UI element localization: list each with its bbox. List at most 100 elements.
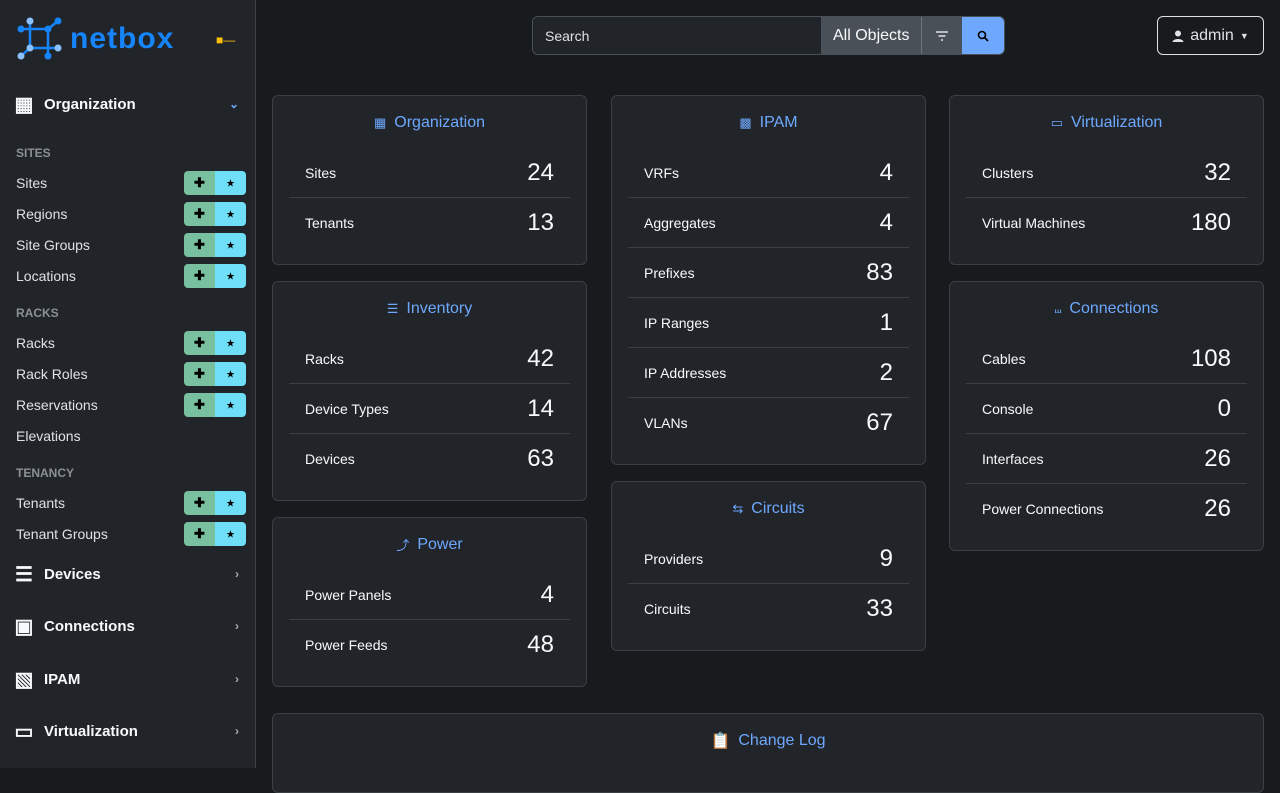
user-menu-button[interactable]: admin ▼ bbox=[1157, 16, 1264, 55]
card-list: Clusters 32 Virtual Machines 180 bbox=[966, 148, 1247, 248]
sidebar-section-organization[interactable]: ▦ Organization ⌄ bbox=[14, 93, 239, 116]
list-item[interactable]: Power Panels 4 bbox=[289, 570, 570, 620]
card-title[interactable]: IPAM bbox=[759, 113, 798, 131]
item-count: 14 bbox=[527, 394, 554, 422]
list-item[interactable]: Cables 108 bbox=[966, 334, 1247, 384]
search-bar: All Objects bbox=[532, 16, 1006, 55]
import-button[interactable]: ⭑ bbox=[215, 202, 246, 226]
card-title[interactable]: Circuits bbox=[751, 499, 805, 517]
list-item[interactable]: VRFs 4 bbox=[628, 148, 909, 198]
item-label: IP Addresses bbox=[644, 364, 727, 381]
add-button[interactable]: ✚ bbox=[184, 171, 215, 195]
item-label: Providers bbox=[644, 550, 704, 567]
item-label: Device Types bbox=[305, 400, 389, 417]
add-button[interactable]: ✚ bbox=[184, 522, 215, 546]
search-input[interactable] bbox=[533, 17, 821, 54]
list-item[interactable]: Sites 24 bbox=[289, 148, 570, 198]
list-item[interactable]: Providers 9 bbox=[628, 534, 909, 584]
item-label: Sites bbox=[305, 164, 337, 181]
sidebar-heading: RACKS bbox=[16, 306, 59, 320]
import-button[interactable]: ⭑ bbox=[215, 233, 246, 257]
list-item[interactable]: Devices 63 bbox=[289, 434, 570, 484]
card-title[interactable]: Organization bbox=[394, 113, 485, 131]
import-button[interactable]: ⭑ bbox=[215, 171, 246, 195]
filter-button[interactable] bbox=[922, 17, 963, 54]
list-item[interactable]: VLANs 67 bbox=[628, 398, 909, 448]
building-icon: ▦ bbox=[14, 93, 34, 116]
search-scope-select[interactable]: All Objects bbox=[821, 17, 923, 54]
card-title[interactable]: Inventory bbox=[406, 299, 473, 317]
list-item[interactable]: Tenants 13 bbox=[289, 198, 570, 248]
sidebar-item-reservations[interactable]: Reservations ✚ ⭑ bbox=[16, 393, 246, 417]
import-button[interactable]: ⭑ bbox=[215, 491, 246, 515]
list-item[interactable]: Aggregates 4 bbox=[628, 198, 909, 248]
list-item[interactable]: Interfaces 26 bbox=[966, 434, 1247, 484]
sidebar-item-elevations[interactable]: Elevations bbox=[16, 424, 246, 448]
changelog-card: 📋 Change Log bbox=[272, 713, 1264, 793]
list-item[interactable]: Racks 42 bbox=[289, 334, 570, 384]
sidebar-section-virtualization[interactable]: ▭ Virtualization › bbox=[14, 721, 239, 743]
sidebar-item-tenants[interactable]: Tenants ✚ ⭑ bbox=[16, 491, 246, 515]
card-title[interactable]: Power bbox=[417, 535, 463, 553]
sidebar-section-devices[interactable]: ☰ Devices › bbox=[14, 564, 239, 586]
card-list: Sites 24 Tenants 13 bbox=[289, 148, 570, 248]
sidebar-item-label: Elevations bbox=[16, 428, 81, 444]
add-button[interactable]: ✚ bbox=[184, 393, 215, 417]
sidebar-section-connections[interactable]: ▣ Connections › bbox=[14, 616, 239, 638]
sidebar-item-rack-roles[interactable]: Rack Roles ✚ ⭑ bbox=[16, 362, 246, 386]
list-item[interactable]: Virtual Machines 180 bbox=[966, 198, 1247, 248]
item-actions: ✚ ⭑ bbox=[184, 522, 246, 546]
sidebar-item-racks[interactable]: Racks ✚ ⭑ bbox=[16, 331, 246, 355]
sidebar-section-ipam[interactable]: ▧ IPAM › bbox=[14, 669, 239, 691]
import-button[interactable]: ⭑ bbox=[215, 264, 246, 288]
add-button[interactable]: ✚ bbox=[184, 331, 215, 355]
list-item[interactable]: Circuits 33 bbox=[628, 584, 909, 634]
sidebar-item-tenant-groups[interactable]: Tenant Groups ✚ ⭑ bbox=[16, 522, 246, 546]
list-item[interactable]: IP Addresses 2 bbox=[628, 348, 909, 398]
item-count: 1 bbox=[879, 308, 893, 336]
add-button[interactable]: ✚ bbox=[184, 264, 215, 288]
clipboard-clock-icon: 📋 bbox=[710, 733, 731, 750]
add-button[interactable]: ✚ bbox=[184, 491, 215, 515]
filter-icon bbox=[936, 30, 949, 41]
list-item[interactable]: Clusters 32 bbox=[966, 148, 1247, 198]
chevron-right-icon: › bbox=[235, 672, 239, 686]
section-label: Organization bbox=[44, 95, 136, 113]
add-button[interactable]: ✚ bbox=[184, 202, 215, 226]
search-icon bbox=[978, 30, 990, 42]
add-button[interactable]: ✚ bbox=[184, 233, 215, 257]
pin-icon[interactable]: ■— bbox=[216, 33, 236, 47]
list-item[interactable]: Console 0 bbox=[966, 384, 1247, 434]
item-count: 63 bbox=[527, 445, 554, 472]
netbox-logo[interactable]: netbox bbox=[16, 16, 174, 62]
sidebar-item-locations[interactable]: Locations ✚ ⭑ bbox=[16, 264, 246, 288]
search-button[interactable] bbox=[962, 17, 1005, 54]
ipam-card: ▩ IPAM VRFs 4 Aggregates 4 Prefixes 83 IP Ranges… bbox=[611, 95, 926, 465]
sidebar-heading: SITES bbox=[16, 146, 51, 160]
list-item[interactable]: Power Connections 26 bbox=[966, 484, 1247, 534]
sidebar-item-sites[interactable]: Sites ✚ ⭑ bbox=[16, 171, 246, 195]
item-actions: ✚ ⭑ bbox=[184, 264, 246, 288]
item-label: VRFs bbox=[644, 164, 679, 181]
import-button[interactable]: ⭑ bbox=[215, 331, 246, 355]
item-actions: ✚ ⭑ bbox=[184, 233, 246, 257]
import-button[interactable]: ⭑ bbox=[215, 522, 246, 546]
list-item[interactable]: IP Ranges 1 bbox=[628, 298, 909, 348]
item-label: Console bbox=[982, 400, 1034, 417]
list-item[interactable]: Prefixes 83 bbox=[628, 248, 909, 298]
connections-icon: ⧢ bbox=[1054, 300, 1062, 316]
sidebar-item-label: Locations bbox=[16, 268, 76, 284]
sidebar-heading: TENANCY bbox=[16, 466, 75, 480]
import-button[interactable]: ⭑ bbox=[215, 362, 246, 386]
sidebar-item-regions[interactable]: Regions ✚ ⭑ bbox=[16, 202, 246, 226]
list-item[interactable]: Power Feeds 48 bbox=[289, 620, 570, 670]
section-label: IPAM bbox=[44, 670, 81, 688]
card-title[interactable]: Virtualization bbox=[1070, 113, 1163, 131]
card-title[interactable]: Connections bbox=[1069, 299, 1159, 317]
item-label: Tenants bbox=[305, 215, 355, 231]
item-label: Power Panels bbox=[305, 586, 392, 603]
list-item[interactable]: Device Types 14 bbox=[289, 384, 570, 434]
add-button[interactable]: ✚ bbox=[184, 362, 215, 386]
sidebar-item-site-groups[interactable]: Site Groups ✚ ⭑ bbox=[16, 233, 246, 257]
import-button[interactable]: ⭑ bbox=[215, 393, 246, 417]
